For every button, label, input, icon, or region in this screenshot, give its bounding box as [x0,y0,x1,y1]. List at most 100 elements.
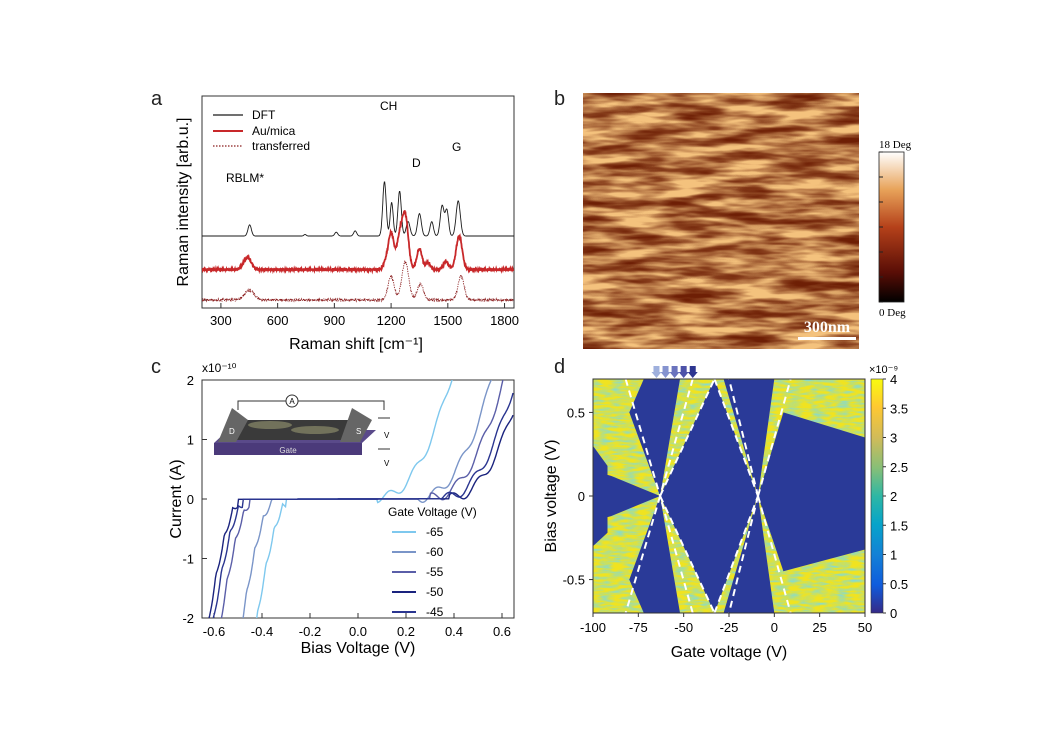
panel-label-a: a [151,88,163,110]
axis-c-xticklabel-1: -0.4 [251,624,273,639]
axis-c-xticklabel-6: 0.6 [493,624,511,639]
gate-arrow-0 [651,366,662,378]
colorbar-d-ticklabel-4: 2 [890,489,897,504]
colorbar-d [870,378,884,614]
inset-source-label: S [356,427,361,436]
axis-d-yticklabel-0: -0.5 [563,573,585,588]
legend-c-label-2: -55 [426,565,444,579]
legend-a: DFT Au/mica transferred [213,108,310,153]
axis-c-xticklabel-0: -0.6 [203,624,225,639]
gate-arrow-3 [678,366,689,378]
blockade-edge-left [593,445,608,547]
blockade-lower-left [629,496,680,613]
legend-c-title: Gate Voltage (V) [388,505,477,519]
series-c-gate-m45 [212,392,514,618]
inset-ribbon-1 [248,421,292,429]
axis-d-yticklabel-2: 0.5 [567,405,585,420]
diamond-edge-6 [659,379,694,497]
legend-a-label-aumica: Au/mica [252,124,296,138]
blockade-left [593,470,661,522]
axis-c-xlabel: Bias Voltage (V) [301,640,416,657]
axis-c-exponent: x10⁻¹⁰ [202,361,237,375]
panel-b-afm-image: 300nm 18 Deg 0 Deg [583,93,912,349]
axis-c-xticklabel-2: -0.2 [299,624,321,639]
panel-d-stability-map: -100 -75 -50 -25 0 25 50 -0.5 0 0.5 0 0.5 1 1.5 2 2.5 3… [543,364,908,661]
afm-scalebar [798,337,856,340]
blockade-right [758,412,865,572]
annotation-ch: CH [380,99,397,113]
axis-a-xticklabel-0: 300 [210,313,232,328]
axis-d-xticklabel-6: 50 [858,620,872,635]
axis-d-xticklabel-3: -25 [720,620,739,635]
colorbar-d-ticklabel-3: 1.5 [890,518,908,533]
diamond-edge-11 [757,495,792,613]
legend-c-label-1: -60 [426,545,444,559]
axis-a-ylabel: Raman intensity [arb.u.] [175,118,192,287]
axis-a-xticklabel-3: 1200 [377,313,406,328]
legend-c-label-4: -45 [426,605,444,619]
legend-c-label-3: -50 [426,585,444,599]
colorbar-d-exponent: ×10⁻⁹ [869,364,898,376]
axis-c-xticklabel-5: 0.4 [445,624,463,639]
legend-a-label-dft: DFT [252,108,276,122]
axis-d-xticklabel-5: 25 [812,620,826,635]
inset-gate-slab [214,443,362,455]
legend-c-label-0: -65 [426,525,444,539]
diamond-edge-9 [728,495,759,613]
diamond-edge-4 [713,379,759,497]
panel-label-b: b [554,88,566,110]
inset-vb-label: V [384,431,390,440]
axis-c-xticklabel-4: 0.2 [397,624,415,639]
axis-d-xlabel: Gate voltage (V) [671,644,788,661]
axis-a-xticklabel-2: 900 [324,313,346,328]
axis-d-ylabel: Bias voltage (V) [543,440,560,553]
axis-c-ylabel: Current (A) [168,459,185,538]
axis-c-yticklabel-0: -2 [182,611,194,626]
annotation-rblm: RBLM* [226,171,264,185]
panel-a-raman-chart: 300 600 900 1200 1500 1800 DFT Au/mica transf… [175,95,519,353]
diamond-edge-0 [624,379,662,497]
colorbar-d-ticklabel-7: 3.5 [890,401,908,416]
diamond-edge-5 [713,495,759,613]
series-a-dft [202,181,514,237]
axis-a-xticklabel-1: 600 [267,313,289,328]
inset-gate-label: Gate [279,446,297,455]
colorbar-d-ticklabel-5: 2.5 [890,460,908,475]
axis-a-xticklabel-4: 1500 [433,313,462,328]
gate-arrow-2 [669,366,680,378]
axis-c-yticklabel-1: -1 [182,552,194,567]
inset-device-schematic: Gate D S A V V [214,394,390,468]
afm-scale-max-label: 18 Deg [879,139,912,151]
axis-d-xticklabel-0: -100 [580,620,606,635]
colorbar-d-ticklabel-2: 1 [890,548,897,563]
annotation-g: G [452,140,461,154]
series-a-aumica [202,210,514,275]
diamond-edge-2 [659,379,716,497]
axis-d-xticklabel-4: 0 [771,620,778,635]
inset-ribbon-2 [291,426,339,434]
inset-drain [218,408,248,442]
axis-c-yticklabel-3: 1 [187,433,194,448]
axis-a-xticklabel-5: 1800 [490,313,519,328]
plot-a-frame [201,95,515,309]
gate-arrow-4 [687,366,698,378]
panel-label-d: d [554,356,566,378]
blockade-diamond-center [660,379,758,613]
annotation-d: D [412,156,421,170]
inset-source [340,408,372,442]
afm-scalebar-label: 300nm [804,319,851,336]
axis-d-yticklabel-1: 0 [578,489,585,504]
axis-c-yticklabel-2: 0 [187,492,194,507]
legend-a-label-transferred: transferred [252,139,310,153]
panel-label-c: c [151,356,161,378]
diamond-edge-1 [624,495,662,613]
blockade-upper-left [629,379,680,496]
diamond-edge-3 [659,495,716,613]
diamond-edge-7 [659,495,694,613]
inset-ammeter-label: A [289,397,295,406]
gate-arrow-1 [660,366,671,378]
inset-ammeter-icon [285,394,299,408]
inset-drain-label: D [229,427,235,436]
inset-vg-label: V [384,459,390,468]
